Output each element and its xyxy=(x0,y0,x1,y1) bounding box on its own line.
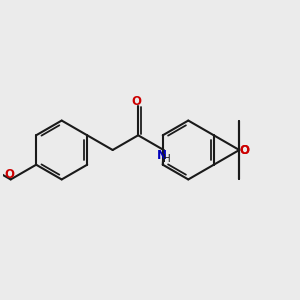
Text: O: O xyxy=(4,168,14,181)
Text: O: O xyxy=(132,95,142,108)
Text: N: N xyxy=(157,149,167,162)
Text: H: H xyxy=(163,154,171,164)
Text: O: O xyxy=(240,143,250,157)
Text: O: O xyxy=(240,143,250,157)
